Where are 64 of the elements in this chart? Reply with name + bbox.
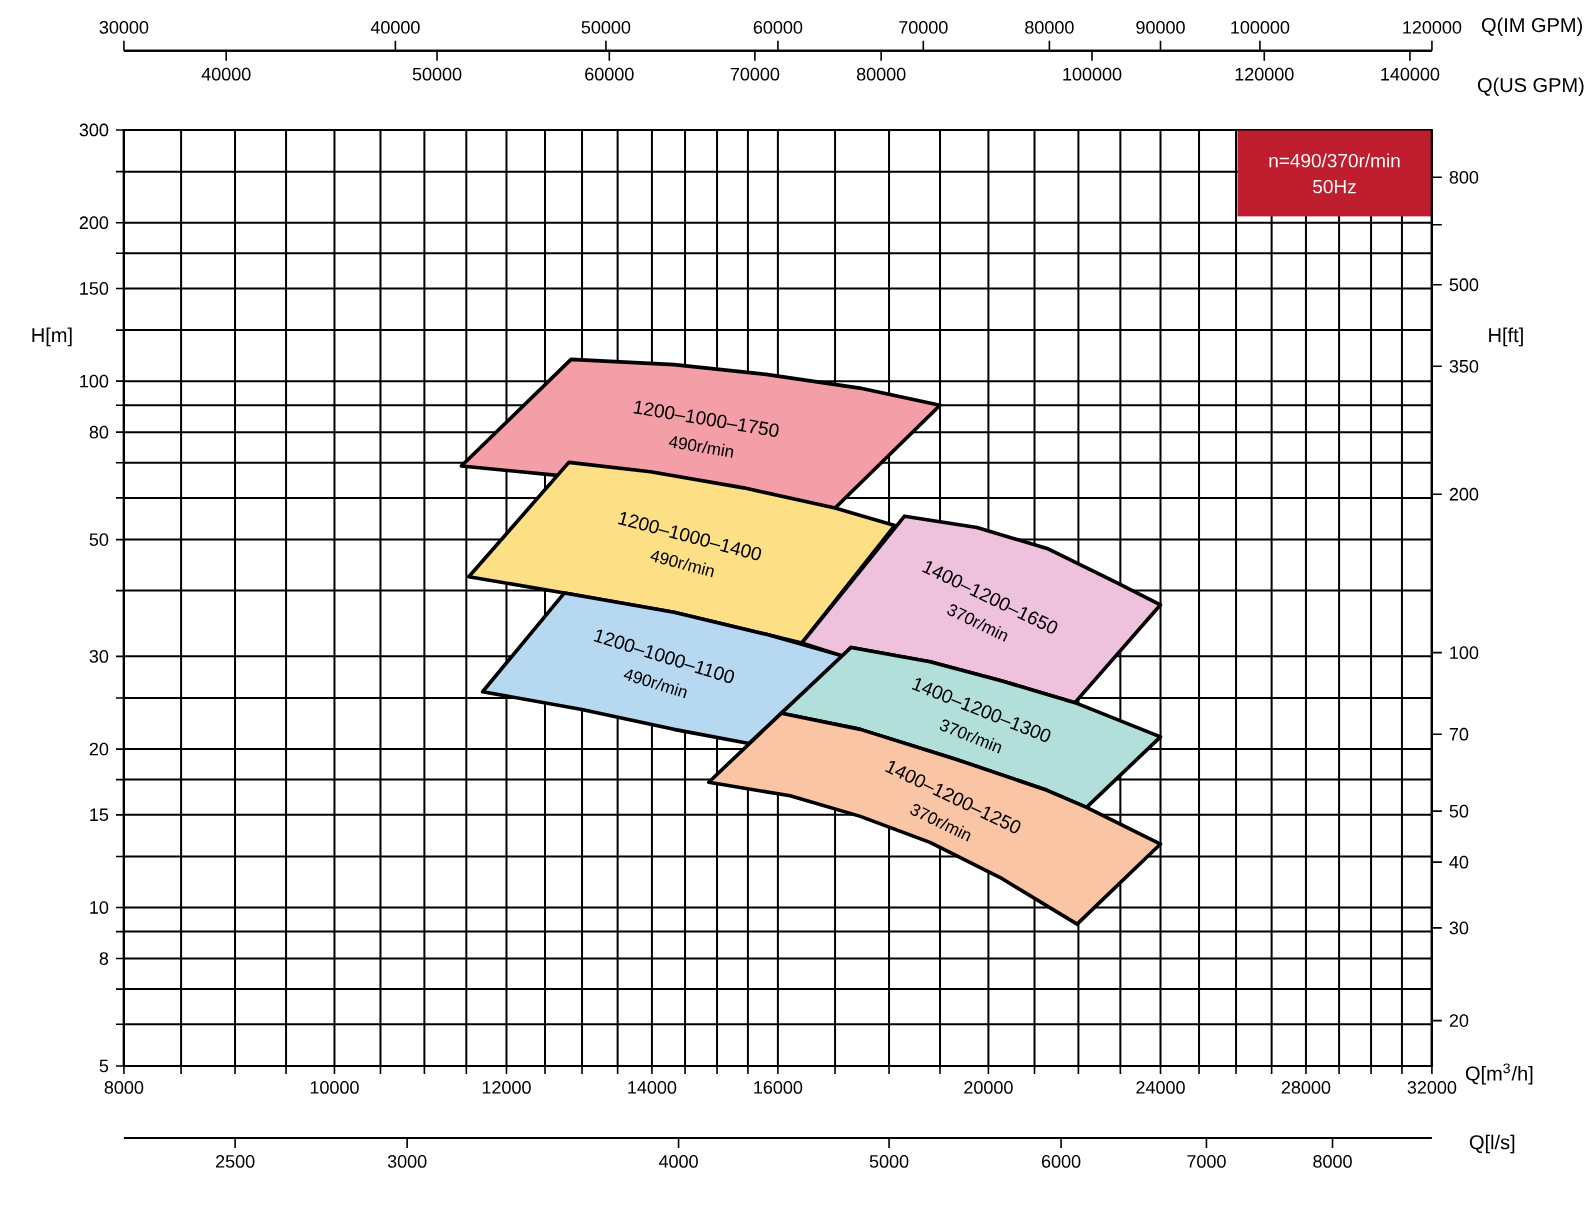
x-tick-label: 16000 — [754, 1081, 803, 1094]
x-tick-label: 3000 — [387, 1155, 427, 1168]
y-axis-title: H[ft] — [1489, 327, 1523, 347]
y-tick-label: 150 — [80, 282, 109, 295]
y-tick-label: 800 — [1449, 170, 1479, 184]
x-tick-label: 40000 — [370, 20, 420, 34]
x-tick-label: 14000 — [628, 1081, 677, 1094]
x-tick-label: 50000 — [581, 20, 631, 34]
y-tick-label: 8 — [99, 952, 109, 965]
x-tick-label: 12000 — [482, 1081, 531, 1094]
x-tick-label: 60000 — [585, 67, 634, 81]
y-tick-label: 200 — [1449, 487, 1479, 501]
x-tick-label: 7000 — [1187, 1155, 1226, 1168]
x-tick-label: 80000 — [1025, 20, 1074, 34]
x-tick-label: 24000 — [1136, 1081, 1185, 1094]
y-tick-label: 5 — [99, 1059, 109, 1073]
y-tick-label: 80 — [89, 425, 109, 439]
x-tick-label: 10000 — [310, 1081, 359, 1094]
x-axis-title: Q[m$^{3}$/h] — [1465, 1063, 1533, 1085]
y-tick-label: 50 — [89, 533, 109, 546]
y-tick-label: 70 — [1449, 727, 1469, 741]
text: n=490/370r/min — [1269, 153, 1400, 168]
x-axis-title: Q(US GPM) — [1477, 77, 1584, 97]
x-tick-label: 6000 — [1041, 1155, 1081, 1168]
y-tick-label: 40 — [1449, 855, 1469, 869]
y-tick-label: 100 — [80, 374, 109, 388]
x-tick-label: 60000 — [753, 20, 803, 34]
x-tick-label: 8000 — [104, 1081, 144, 1094]
x-tick-label: 4000 — [658, 1155, 698, 1168]
y-tick-label: 20 — [89, 742, 109, 756]
y-tick-label: 20 — [1449, 1014, 1469, 1027]
x-tick-label: 32000 — [1407, 1081, 1457, 1094]
y-tick-label: 50 — [1449, 804, 1469, 818]
y-tick-label: 500 — [1449, 278, 1479, 292]
x-tick-label: 100000 — [1231, 20, 1290, 34]
x-tick-label: 120000 — [1403, 20, 1462, 34]
x-axis-title: Q[l/s] — [1469, 1134, 1515, 1154]
x-tick-label: 140000 — [1381, 67, 1440, 81]
x-tick-label: 40000 — [201, 67, 251, 81]
text: 50Hz — [1313, 179, 1356, 194]
x-tick-label: 120000 — [1235, 67, 1294, 81]
y-axis-title: H[m] — [32, 327, 72, 347]
x-tick-label: 28000 — [1281, 1081, 1331, 1094]
x-tick-label: 20000 — [964, 1081, 1013, 1094]
x-tick-label: 80000 — [856, 67, 906, 81]
x-axis-title: Q(IM GPM) — [1481, 17, 1582, 37]
x-tick-label: 70000 — [899, 20, 948, 34]
x-tick-label: 5000 — [869, 1155, 909, 1168]
x-tick-label: 70000 — [730, 67, 780, 81]
y-tick-label: 300 — [79, 123, 109, 137]
y-tick-label: 15 — [90, 808, 109, 822]
x-tick-label: 30000 — [99, 20, 149, 34]
y-tick-label: 350 — [1449, 359, 1479, 373]
y-tick-label: 200 — [79, 216, 109, 230]
x-tick-label: 8000 — [1313, 1155, 1352, 1168]
x-tick-label: 2500 — [216, 1155, 255, 1168]
y-tick-label: 100 — [1450, 646, 1479, 660]
y-tick-label: 10 — [90, 901, 109, 914]
y-tick-label: 30 — [89, 649, 109, 663]
x-tick-label: 90000 — [1136, 20, 1185, 34]
x-tick-label: 100000 — [1063, 67, 1122, 81]
annotation: 490r/min — [668, 436, 734, 458]
y-tick-label: 30 — [1449, 921, 1469, 935]
x-tick-label: 50000 — [412, 67, 462, 81]
